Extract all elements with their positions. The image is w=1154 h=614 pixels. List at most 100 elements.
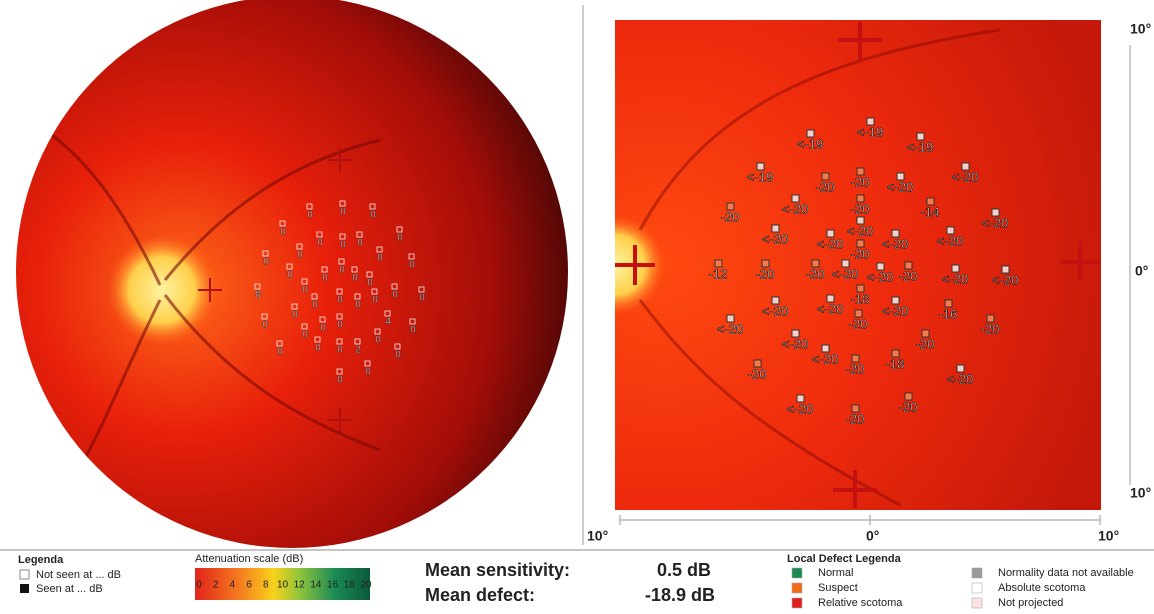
stimulus-label: <-20 — [982, 215, 1008, 230]
stimulus-label: 0 — [337, 375, 343, 386]
scale-tick: 14 — [310, 580, 322, 591]
stimulus-label: -20 — [748, 366, 767, 381]
stimulus-label: 0 — [302, 285, 308, 296]
stimulus-label: -20 — [899, 399, 918, 414]
stimulus-label: 0 — [320, 323, 326, 334]
defect-swatch — [792, 598, 802, 608]
stimulus-label: 0 — [337, 320, 343, 331]
stimulus-label: 0 — [392, 290, 398, 301]
stimulus-label: 0 — [410, 325, 416, 336]
stimulus-label: 0 — [315, 343, 321, 354]
stimulus-label: <-20 — [947, 371, 973, 386]
stimulus-label: 0 — [340, 207, 346, 218]
scale-tick: 10 — [277, 580, 289, 591]
report: 0000000000008000000000000000004000020000… — [0, 0, 1154, 609]
legend-item: Seen at ... dB — [36, 583, 103, 595]
summary-value: 0.5 dB — [657, 560, 711, 580]
page: 0000000000008000000000000000004000020000… — [0, 0, 1154, 609]
stimulus-label: -18 — [886, 356, 905, 371]
defect-item: Relative scotoma — [818, 597, 903, 609]
stimulus-label: <-20 — [937, 233, 963, 248]
defect-item: Not projected — [998, 597, 1063, 609]
stimulus-label: <-20 — [867, 269, 893, 284]
stimulus-label: 0 — [352, 273, 358, 284]
stimulus-label: -20 — [756, 266, 775, 281]
stimulus-label: <-20 — [847, 223, 873, 238]
stimulus-label: -20 — [916, 336, 935, 351]
defect-swatch — [972, 568, 982, 578]
stimulus-label: <-20 — [992, 272, 1018, 287]
stimulus-label: -20 — [981, 321, 1000, 336]
stimulus-label: <-19 — [857, 124, 883, 139]
scale-tick: 2 — [213, 580, 219, 591]
stimulus-label: 4 — [385, 317, 391, 328]
stimulus-label: <-20 — [782, 336, 808, 351]
stimulus-label: 0 — [262, 320, 268, 331]
scale-tick: 20 — [360, 580, 372, 591]
stimulus-label: 0 — [365, 367, 371, 378]
stimulus-label: -14 — [921, 204, 940, 219]
stimulus-label: 0 — [312, 300, 318, 311]
stimulus-label: -12 — [709, 266, 728, 281]
stimulus-label: 0 — [367, 278, 373, 289]
summary-value: -18.9 dB — [645, 585, 715, 605]
stimulus-label: 0 — [292, 310, 298, 321]
stimulus-label: 0 — [307, 210, 313, 221]
stimulus-label: <-20 — [942, 271, 968, 286]
scale-tick: 4 — [230, 580, 236, 591]
x-axis-label: 10° — [587, 528, 608, 544]
stimulus-label: 8 — [255, 290, 261, 301]
scale-title: Attenuation scale (dB) — [195, 553, 303, 565]
stimulus-label: -20 — [846, 361, 865, 376]
summary-label: Mean defect: — [425, 585, 535, 605]
y-axis-label: 10° — [1130, 485, 1151, 501]
stimulus-label: 0 — [370, 210, 376, 221]
defect-item: Normal — [818, 567, 853, 579]
stimulus-label: 0 — [263, 257, 269, 268]
stimulus-label: <-20 — [762, 303, 788, 318]
y-axis-label: 10° — [1130, 21, 1151, 37]
defect-legend-title: Local Defect Legenda — [787, 553, 902, 565]
defect-item: Normality data not available — [998, 567, 1134, 579]
scale-tick: 6 — [246, 580, 252, 591]
legend-item: Not seen at ... dB — [36, 569, 121, 581]
y-axis-label: 0° — [1135, 263, 1148, 279]
legend-swatch — [20, 584, 29, 593]
stimulus-label: 0 — [287, 270, 293, 281]
scale-tick: 12 — [294, 580, 306, 591]
stimulus-label: 0 — [357, 238, 363, 249]
stimulus-label: -20 — [899, 268, 918, 283]
x-axis-label: 10° — [1098, 528, 1119, 544]
stimulus-label: 0 — [337, 345, 343, 356]
scale-tick: 18 — [344, 580, 356, 591]
stimulus-label: 0 — [337, 295, 343, 306]
defect-item: Absolute scotoma — [998, 582, 1086, 594]
stimulus-label: 0 — [339, 265, 345, 276]
stimulus-label: <-20 — [832, 266, 858, 281]
scale-tick: 16 — [327, 580, 339, 591]
stimulus-label: <-20 — [882, 236, 908, 251]
stimulus-label: <-20 — [952, 169, 978, 184]
stimulus-label: <-20 — [882, 303, 908, 318]
stimulus-label: 0 — [277, 347, 283, 358]
stimulus-label: -20 — [846, 411, 865, 426]
stimulus-label: -20 — [851, 246, 870, 261]
stimulus-label: -18 — [851, 291, 870, 306]
stimulus-label: 0 — [302, 330, 308, 341]
defect-swatch — [792, 568, 802, 578]
defect-swatch — [792, 583, 802, 593]
stimulus-label: -20 — [851, 201, 870, 216]
summary-label: Mean sensitivity: — [425, 560, 570, 580]
scale-tick: 8 — [263, 580, 269, 591]
stimulus-label: <-20 — [887, 179, 913, 194]
stimulus-label: 0 — [377, 253, 383, 264]
stimulus-label: <-20 — [787, 401, 813, 416]
stimulus-label: 0 — [297, 250, 303, 261]
stimulus-label: 0 — [372, 295, 378, 306]
stimulus-label: <-20 — [812, 351, 838, 366]
defect-item: Suspect — [818, 582, 858, 594]
stimulus-label: 0 — [375, 335, 381, 346]
stimulus-label: 0 — [317, 238, 323, 249]
stimulus-label: -16 — [939, 306, 958, 321]
stimulus-label: 0 — [397, 233, 403, 244]
